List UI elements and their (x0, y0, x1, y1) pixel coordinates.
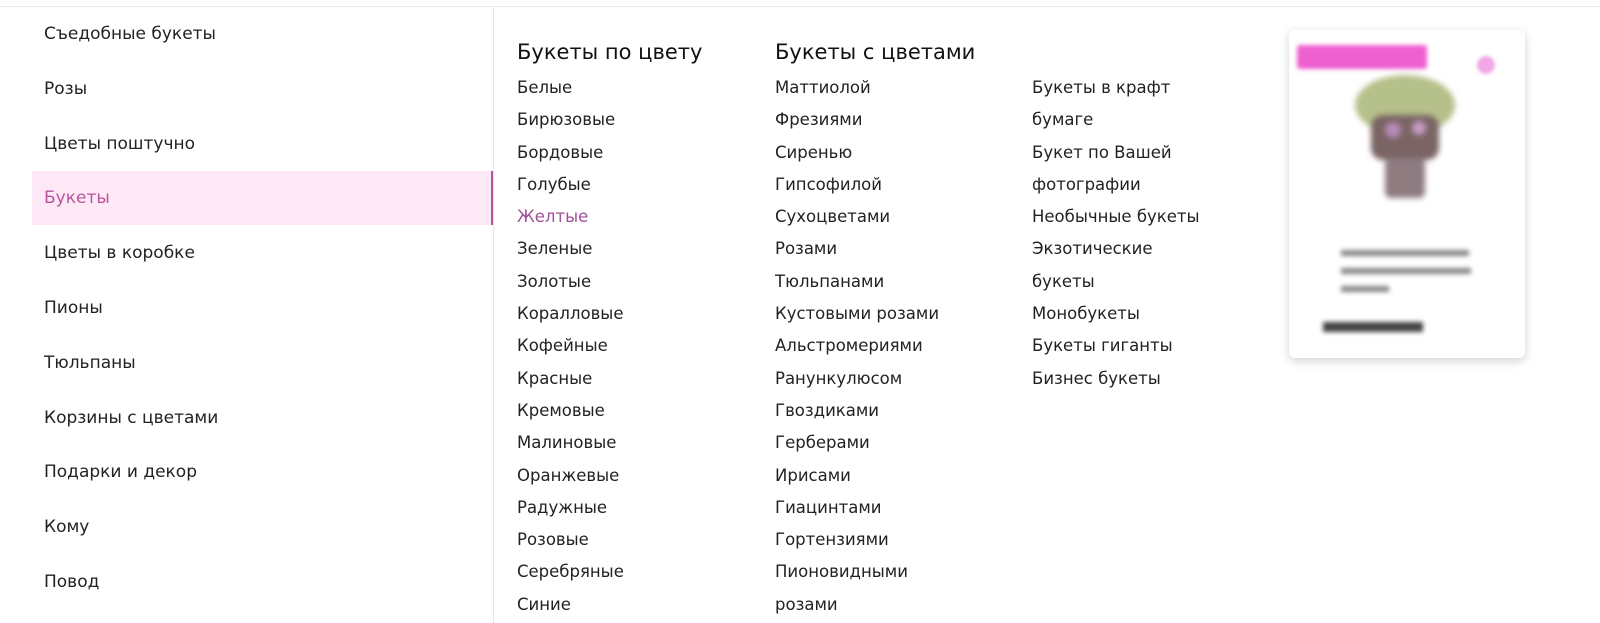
sidebar-item[interactable]: Повод (44, 572, 100, 592)
menu-link[interactable]: Желтые (517, 207, 589, 227)
product-badge (1297, 45, 1427, 69)
sidebar-item[interactable]: Корзины с цветами (44, 407, 219, 428)
menu-link[interactable]: Монобукеты (1032, 304, 1140, 324)
menu-link[interactable]: Гипсофилой (775, 174, 882, 194)
menu-link[interactable]: Букеты гиганты (1032, 336, 1173, 356)
menu-link[interactable]: Гортензиями (775, 530, 889, 550)
menu-link[interactable]: бумаге (1032, 110, 1094, 130)
menu-link[interactable]: розами (775, 594, 838, 614)
menu-link[interactable]: Тюльпанами (775, 271, 885, 291)
menu-link[interactable]: Зеленые (517, 239, 593, 259)
menu-column: Букеты в крафт бумаге Букет по Вашей фотогр… (1032, 38, 1200, 395)
menu-link[interactable]: фотографии (1032, 174, 1141, 194)
menu-link[interactable]: Серебряные (517, 562, 624, 582)
column-heading: Букеты с цветами (775, 40, 976, 64)
menu-link[interactable]: Пионовидными (775, 562, 908, 582)
sidebar-item[interactable]: Цветы поштучно (44, 133, 195, 154)
sidebar-item[interactable]: Съедобные букеты (44, 24, 216, 44)
sidebar-item[interactable]: Тюльпаны (44, 352, 136, 373)
menu-link[interactable]: Герберами (775, 433, 870, 453)
menu-column: Букеты с цветами Маттиолой Фрезиями Сиренью… (775, 38, 975, 621)
menu-link[interactable]: Ирисами (775, 465, 851, 485)
menu-link[interactable]: Сухоцветами (775, 207, 891, 227)
product-price-blurred (1323, 322, 1423, 332)
sidebar-item[interactable]: Кому (44, 517, 90, 538)
product-image (1355, 75, 1455, 198)
menu-link[interactable]: Маттиолой (775, 78, 871, 97)
menu-link[interactable]: Радужные (517, 497, 608, 517)
menu-link[interactable]: Гиацинтами (775, 497, 882, 517)
menu-link[interactable]: Золотые (517, 271, 592, 291)
menu-link[interactable]: Кремовые (517, 400, 605, 420)
menu-link[interactable]: Бирюзовые (517, 110, 616, 130)
menu-link[interactable]: Фрезиями (775, 110, 863, 130)
menu-link[interactable]: Альстромериями (775, 336, 923, 356)
menu-link[interactable]: Кустовыми розами (775, 304, 940, 324)
menu-link[interactable]: Коралловые (517, 304, 624, 324)
menu-link[interactable]: Кофейные (517, 336, 608, 356)
menu-link[interactable]: Розами (775, 239, 838, 259)
menu-link[interactable]: Белые (517, 78, 573, 97)
top-divider (0, 6, 1600, 7)
menu-link[interactable]: Синие (517, 594, 571, 614)
menu-link[interactable]: Букеты в крафт (1032, 78, 1171, 97)
menu-link[interactable]: Ранункулюсом (775, 368, 903, 388)
menu-column: Букеты по цвету Белые Бирюзовые Бордовые Гол… (517, 38, 702, 621)
menu-link[interactable]: Экзотические (1032, 239, 1153, 259)
sidebar-item[interactable]: Подарки и декор (44, 462, 197, 483)
menu-link[interactable]: Букет по Вашей (1032, 142, 1172, 162)
menu-link[interactable]: Розовые (517, 530, 589, 550)
category-sidebar: Съедобные букеты Розы Цветы поштучно Букеты… (0, 7, 494, 623)
column-heading: Букеты по цвету (517, 40, 703, 64)
sidebar-item[interactable]: Букеты (32, 171, 493, 226)
menu-link[interactable]: Гвоздиками (775, 400, 880, 420)
menu-link[interactable]: Сиренью (775, 142, 853, 162)
product-title-blurred (1341, 268, 1471, 274)
product-title-blurred (1341, 286, 1389, 292)
menu-link[interactable]: Необычные букеты (1032, 207, 1200, 227)
product-title-blurred (1341, 250, 1469, 256)
sidebar-item[interactable]: Розы (44, 78, 88, 99)
column-heading (1032, 38, 1200, 72)
menu-link[interactable]: Красные (517, 368, 593, 388)
product-card[interactable] (1289, 30, 1525, 358)
sidebar-item[interactable]: Цветы в коробке (44, 243, 195, 264)
menu-link[interactable]: Оранжевые (517, 465, 620, 485)
menu-link[interactable]: Бордовые (517, 142, 604, 162)
sidebar-item[interactable]: Пионы (44, 298, 103, 318)
menu-link[interactable]: Бизнес букеты (1032, 368, 1161, 388)
menu-link[interactable]: Малиновые (517, 433, 617, 453)
menu-link[interactable]: букеты (1032, 271, 1095, 291)
favorite-heart-icon[interactable] (1477, 56, 1495, 74)
menu-link[interactable]: Голубые (517, 174, 591, 194)
